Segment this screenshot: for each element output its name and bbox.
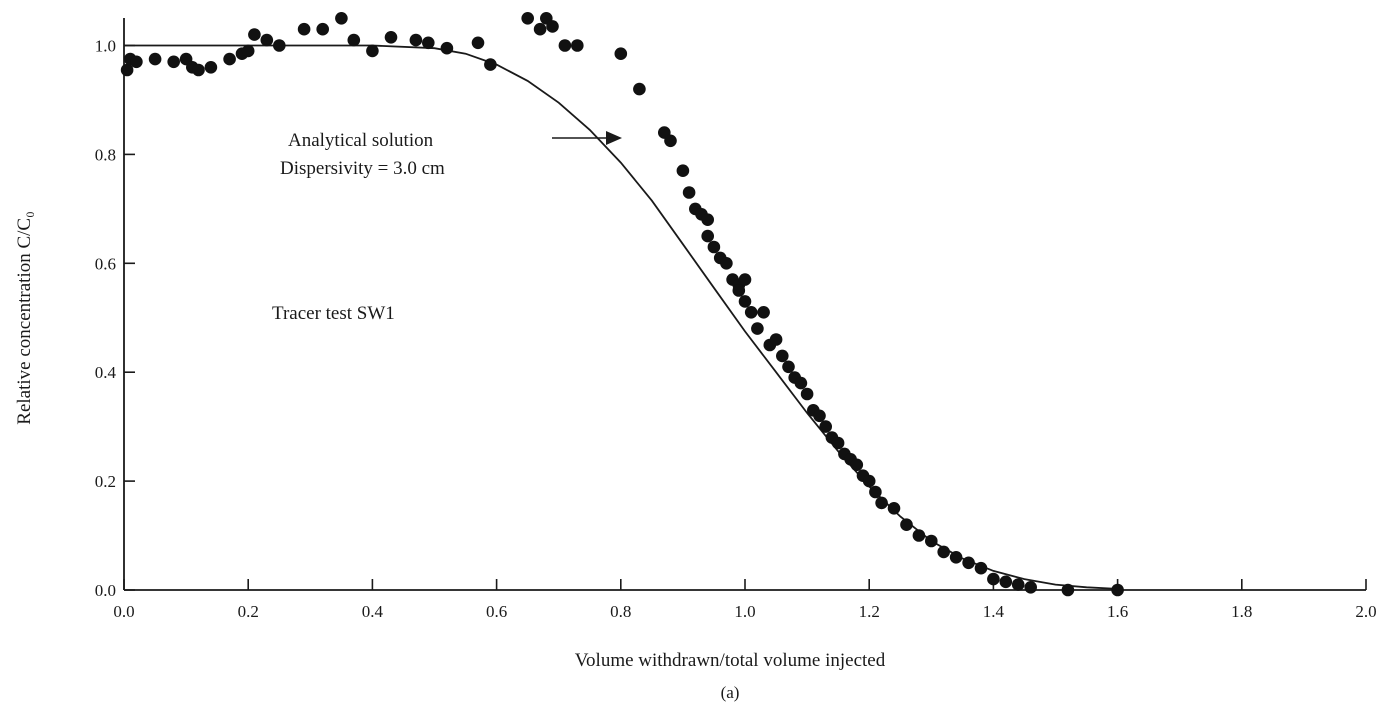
- data-point: [707, 240, 721, 254]
- x-tick-label: 2.0: [1355, 602, 1376, 621]
- data-point: [1024, 581, 1037, 594]
- data-point: [384, 31, 398, 44]
- data-point: [558, 39, 572, 52]
- data-point: [862, 474, 876, 488]
- data-point: [614, 47, 628, 60]
- data-point: [720, 257, 733, 270]
- data-point: [223, 52, 236, 66]
- data-point: [347, 33, 361, 47]
- data-point: [751, 322, 764, 335]
- y-axis-title: Relative concentration C/C₀: [14, 211, 35, 424]
- data-point: [1111, 583, 1124, 597]
- data-point: [732, 284, 746, 297]
- data-point: [757, 306, 770, 319]
- data-point: [949, 551, 963, 564]
- data-point: [769, 333, 783, 346]
- y-tick-label: 0.6: [95, 254, 116, 273]
- data-point: [204, 61, 218, 74]
- data-point: [248, 28, 261, 41]
- y-tick-label: 0.0: [95, 581, 116, 600]
- data-point: [974, 561, 988, 575]
- x-tick-label: 1.8: [1231, 602, 1252, 621]
- data-point: [633, 82, 646, 96]
- data-point: [260, 33, 274, 47]
- x-tick-label: 1.6: [1107, 602, 1128, 621]
- y-tick-label: 0.8: [95, 145, 116, 164]
- data-point: [167, 55, 180, 69]
- data-point: [999, 575, 1013, 589]
- data-point: [676, 164, 690, 177]
- data-point: [912, 529, 926, 542]
- data-point: [701, 213, 714, 226]
- data-point: [546, 20, 559, 33]
- data-point: [850, 458, 864, 472]
- data-point: [422, 36, 435, 50]
- data-point: [925, 534, 938, 548]
- data-point: [937, 545, 950, 559]
- curve-label-line2: Dispersivity = 3.0 cm: [280, 158, 445, 179]
- x-axis-title: Volume withdrawn/total volume injected: [575, 650, 886, 671]
- data-point: [192, 63, 205, 77]
- x-tick-label: 0.4: [362, 602, 384, 621]
- data-point: [471, 36, 485, 50]
- data-point: [1011, 578, 1025, 591]
- y-tick-label: 0.4: [95, 363, 117, 382]
- data-points: [120, 11, 1124, 597]
- data-point: [335, 11, 348, 25]
- data-point: [664, 134, 677, 148]
- data-point: [148, 52, 162, 66]
- data-point: [1061, 583, 1075, 597]
- x-tick-label: 1.4: [983, 602, 1005, 621]
- x-tick-label: 0.2: [238, 602, 259, 621]
- data-point: [744, 306, 758, 319]
- data-point: [794, 376, 808, 390]
- data-point: [316, 22, 330, 36]
- x-tick-label: 1.0: [734, 602, 755, 621]
- data-point: [440, 41, 454, 55]
- y-axis-ticks: 0.0 0.2 0.4 0.6 0.8 1.0: [95, 37, 135, 600]
- data-point: [782, 360, 795, 374]
- data-point: [409, 33, 423, 47]
- curve-label-line1: Analytical solution: [288, 130, 434, 151]
- data-point: [776, 349, 789, 363]
- data-point: [273, 39, 286, 52]
- y-tick-label: 0.2: [95, 472, 116, 491]
- y-tick-label: 1.0: [95, 37, 116, 56]
- data-point: [819, 420, 832, 433]
- data-point: [120, 63, 134, 77]
- data-point: [987, 572, 1000, 586]
- data-point: [682, 186, 696, 199]
- data-point: [962, 556, 975, 570]
- data-point: [366, 44, 379, 58]
- curve-label-arrowhead: [606, 131, 622, 145]
- x-tick-label: 0.0: [113, 602, 134, 621]
- test-label: Tracer test SW1: [272, 303, 395, 324]
- data-point: [241, 44, 255, 58]
- data-point: [887, 502, 901, 515]
- data-point: [297, 22, 311, 36]
- data-point: [738, 295, 752, 308]
- data-point: [571, 39, 584, 52]
- data-point: [130, 55, 143, 69]
- x-tick-label: 0.8: [610, 602, 631, 621]
- data-point: [533, 22, 547, 36]
- data-point: [738, 273, 752, 286]
- x-tick-label: 1.2: [859, 602, 880, 621]
- data-point: [701, 229, 714, 243]
- data-point: [800, 387, 814, 401]
- x-axis-ticks: 0.0 0.2 0.4 0.6 0.8 1.0 1.2 1.4 1.6 1.8 2.0: [113, 579, 1377, 621]
- data-point: [521, 11, 534, 25]
- data-point: [831, 436, 845, 450]
- data-point: [869, 485, 882, 499]
- data-point: [900, 518, 913, 531]
- data-point: [875, 496, 888, 510]
- data-point: [484, 58, 497, 71]
- subcaption: (a): [721, 683, 740, 702]
- data-point: [813, 409, 826, 423]
- x-tick-label: 0.6: [486, 602, 507, 621]
